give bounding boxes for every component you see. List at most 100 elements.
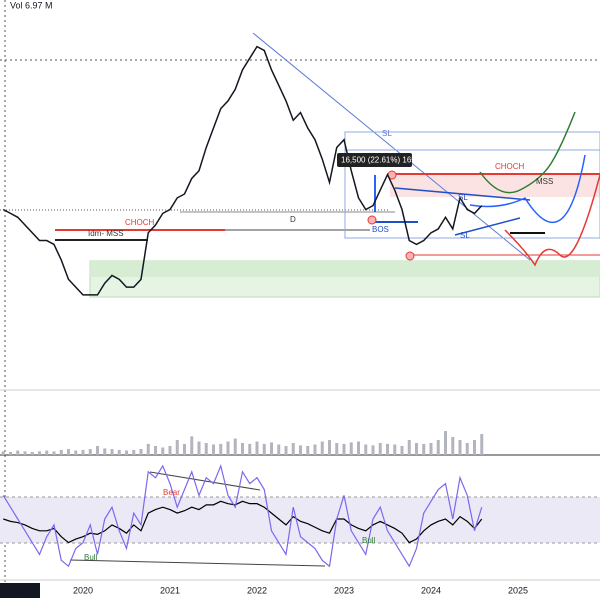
volume-bar (139, 449, 143, 455)
volume-bar (168, 446, 172, 455)
volume-bar (313, 444, 317, 455)
volume-bar (299, 445, 302, 455)
projection (469, 154, 586, 224)
annotation: SL (382, 129, 392, 138)
volume-bar (74, 450, 78, 455)
x-tick-label: 2021 (160, 585, 180, 595)
x-tick-label: 2024 (421, 585, 441, 595)
volume-bar (436, 440, 440, 455)
volume-bar (335, 443, 339, 455)
volume-bar (212, 444, 215, 455)
volume-bar (30, 452, 34, 455)
volume-bar (270, 442, 273, 455)
supply-zone (390, 175, 600, 197)
volume-bar (342, 443, 346, 455)
volume-bar (38, 451, 41, 455)
divergence-line (69, 559, 326, 567)
series-line (2, 463, 483, 568)
volume-bar (277, 444, 281, 455)
volume-bar (154, 446, 157, 455)
volume-bar (88, 449, 92, 455)
volume-bar (9, 452, 12, 455)
volume-bar (23, 451, 27, 455)
volume-bar (117, 449, 121, 455)
volume-bar (45, 450, 49, 455)
volume-bar (357, 441, 360, 455)
x-tick-label: 2022 (247, 585, 267, 595)
volume-bar (1, 451, 5, 455)
volume-bar (386, 443, 389, 455)
annotation: D (290, 215, 296, 224)
marker (367, 215, 377, 225)
volume-bar (262, 443, 266, 455)
annotation: Idm- MSS (88, 229, 124, 238)
volume-bar (378, 443, 382, 455)
trend-line (252, 32, 531, 261)
volume-bar (364, 444, 368, 455)
volume-bar (400, 446, 404, 455)
volume-bar (67, 449, 70, 455)
volume-bar (306, 446, 310, 455)
volume-bar (219, 443, 223, 455)
series-line (2, 45, 483, 296)
volume-bar (110, 449, 114, 455)
volume-bar (190, 436, 194, 455)
volume-bar (480, 434, 484, 455)
volume-bar (422, 443, 426, 455)
marker (405, 251, 415, 261)
volume-bar (429, 443, 433, 455)
volume-bar (132, 449, 136, 455)
volume-bar (284, 446, 288, 455)
tooltip (337, 153, 412, 167)
volume-bar (349, 442, 353, 455)
fib-box (344, 131, 600, 239)
volume-bar (407, 440, 411, 455)
annotation: BOS (372, 225, 389, 234)
annotation: 16,500 (22.61%) 165 (341, 156, 416, 165)
volume-bar (451, 437, 455, 455)
volume-bar (161, 447, 165, 455)
volume-bar (103, 448, 107, 455)
volume-bar (226, 441, 230, 455)
annotation: SL (458, 193, 468, 202)
x-label-highlight (0, 583, 40, 598)
volume-bar (248, 443, 252, 455)
volume-bar (241, 443, 244, 455)
series-line (3, 500, 483, 544)
volume-bar (255, 441, 259, 455)
volume-bar (465, 443, 469, 455)
annotation: Bull (362, 536, 376, 545)
volume-label: Vol 6.97 M (10, 0, 53, 10)
volume-bar (371, 445, 375, 455)
x-tick-label: 2023 (334, 585, 354, 595)
volume-bar (328, 440, 331, 455)
volume-bar (291, 443, 295, 455)
annotation: Bull (84, 553, 98, 562)
annotation: Bear (163, 488, 180, 497)
volume-bar (59, 449, 63, 455)
volume-bar (204, 443, 208, 455)
x-tick-label: 2025 (508, 585, 528, 595)
projection (479, 111, 576, 194)
volume-bar (415, 443, 418, 455)
annotation: SL (460, 231, 470, 240)
volume-bar (96, 446, 99, 455)
demand-zone (90, 261, 600, 277)
x-tick-label: 5 Feb '19 (2, 585, 39, 595)
volume-bar (175, 440, 179, 455)
sl-line (394, 187, 531, 201)
volume-bar (16, 450, 20, 455)
projection (504, 174, 600, 267)
volume-bar (81, 449, 85, 455)
volume-bar (146, 443, 150, 455)
x-tick-label: 2020 (73, 585, 93, 595)
volume-bar (458, 440, 462, 455)
annotation: MSS (536, 177, 553, 186)
volume-bar (52, 451, 56, 455)
volume-bar (393, 444, 397, 455)
volume-bar (320, 441, 324, 455)
volume-bar (197, 441, 201, 455)
volume-bar (183, 443, 186, 455)
sl-line (454, 217, 521, 236)
